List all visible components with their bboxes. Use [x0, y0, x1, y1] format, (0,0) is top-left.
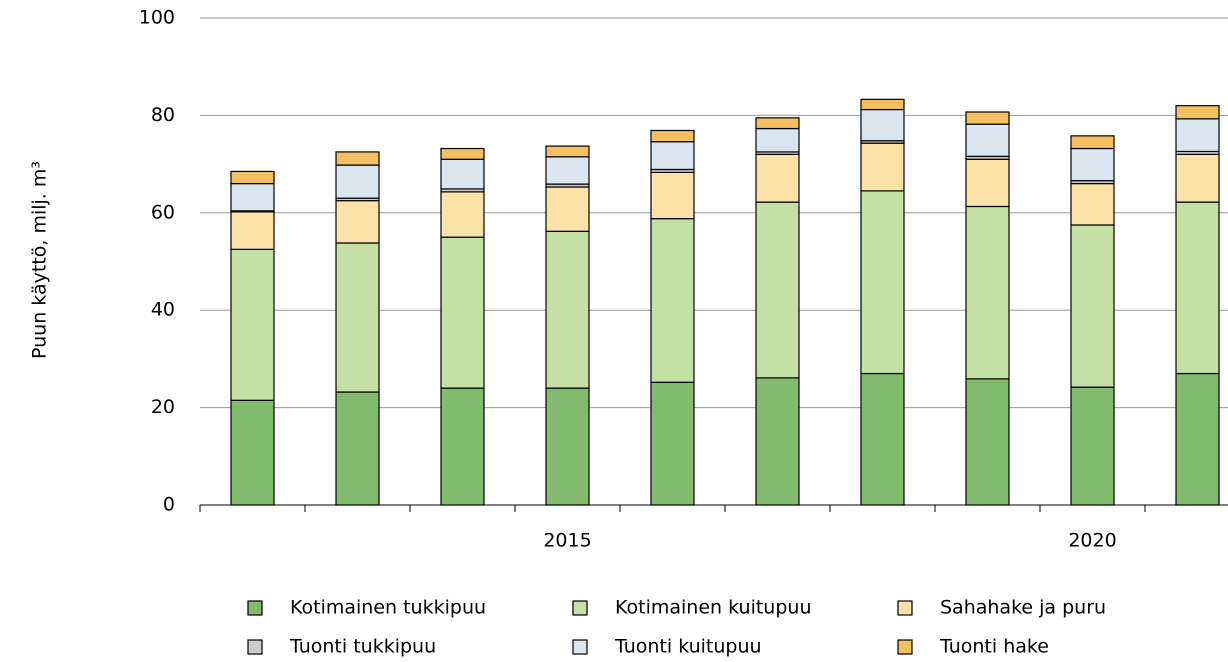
bar-segment: [755, 201, 800, 379]
bar-segment: [335, 200, 380, 244]
bar-segment: [965, 205, 1010, 380]
bar-segment: [755, 153, 800, 203]
bar-segment: [230, 248, 275, 401]
legend-label: Kotimainen tukkipuu: [290, 597, 486, 619]
bar-segment: [965, 123, 1010, 157]
bar-segment: [650, 171, 695, 220]
bar-segment: [755, 377, 800, 506]
bar-segment: [1070, 182, 1115, 226]
bar-segment: [860, 372, 905, 506]
y-tick-label: 40: [151, 299, 175, 321]
legend-swatch: [247, 639, 263, 655]
bar-segment: [650, 141, 695, 171]
bar-segment: [335, 391, 380, 506]
bar-segment: [545, 230, 590, 389]
legend-label: Sahahake ja puru: [940, 597, 1106, 619]
legend-label: Kotimainen kuitupuu: [615, 597, 812, 619]
bar-segment: [440, 236, 485, 389]
bar-segment: [440, 147, 485, 160]
bar-segment: [1175, 201, 1220, 375]
bar-segment: [1175, 118, 1220, 153]
bar-segment: [650, 129, 695, 143]
bar-segment: [965, 378, 1010, 506]
bar-segment: [860, 108, 905, 142]
bar-segment: [545, 387, 590, 506]
bar-segment: [440, 387, 485, 506]
bar-segment: [335, 164, 380, 199]
bar-segment: [230, 399, 275, 506]
bar-segment: [755, 127, 800, 153]
bar-segment: [965, 111, 1010, 125]
bar-segment: [545, 145, 590, 158]
bar-segment: [440, 191, 485, 238]
bar-segment: [860, 190, 905, 375]
bar-segment: [230, 170, 275, 185]
bar-segment: [1070, 224, 1115, 388]
bar-segment: [335, 242, 380, 393]
bar-segment: [860, 142, 905, 192]
legend-swatch: [247, 600, 263, 616]
legend-swatch: [897, 639, 913, 655]
legend-label: Tuonti tukkipuu: [289, 636, 436, 658]
bar-segment: [1175, 105, 1220, 120]
bar-segment: [335, 151, 380, 166]
legend-swatch: [897, 600, 913, 616]
bar-segment: [1175, 153, 1220, 203]
bar-segment: [545, 186, 590, 232]
bar-segment: [650, 381, 695, 506]
y-tick-label: 0: [163, 494, 175, 516]
bar-segment: [1070, 386, 1115, 506]
y-axis-label: Puun käyttö, milj. m³: [29, 161, 51, 359]
bar-segment: [650, 218, 695, 383]
bar-segment: [755, 117, 800, 130]
legend-label: Tuonti kuitupuu: [614, 636, 762, 658]
y-tick-label: 60: [151, 201, 175, 223]
y-tick-label: 80: [151, 104, 175, 126]
bar-segment: [230, 211, 275, 250]
bar-segment: [230, 182, 275, 212]
bar-segment: [1070, 147, 1115, 182]
y-tick-label: 20: [151, 396, 175, 418]
x-tick-label: 2015: [543, 530, 591, 552]
bar-segment: [965, 158, 1010, 208]
bar-segment: [545, 156, 590, 185]
x-tick-label: 2020: [1068, 530, 1116, 552]
bar-segment: [1175, 372, 1220, 506]
legend-swatch: [572, 639, 588, 655]
bar-segment: [440, 158, 485, 190]
legend-swatch: [572, 600, 588, 616]
bar-segment: [860, 98, 905, 111]
y-tick-label: 100: [139, 7, 175, 29]
bar-segment: [1070, 135, 1115, 150]
legend-label: Tuonti hake: [939, 636, 1049, 658]
